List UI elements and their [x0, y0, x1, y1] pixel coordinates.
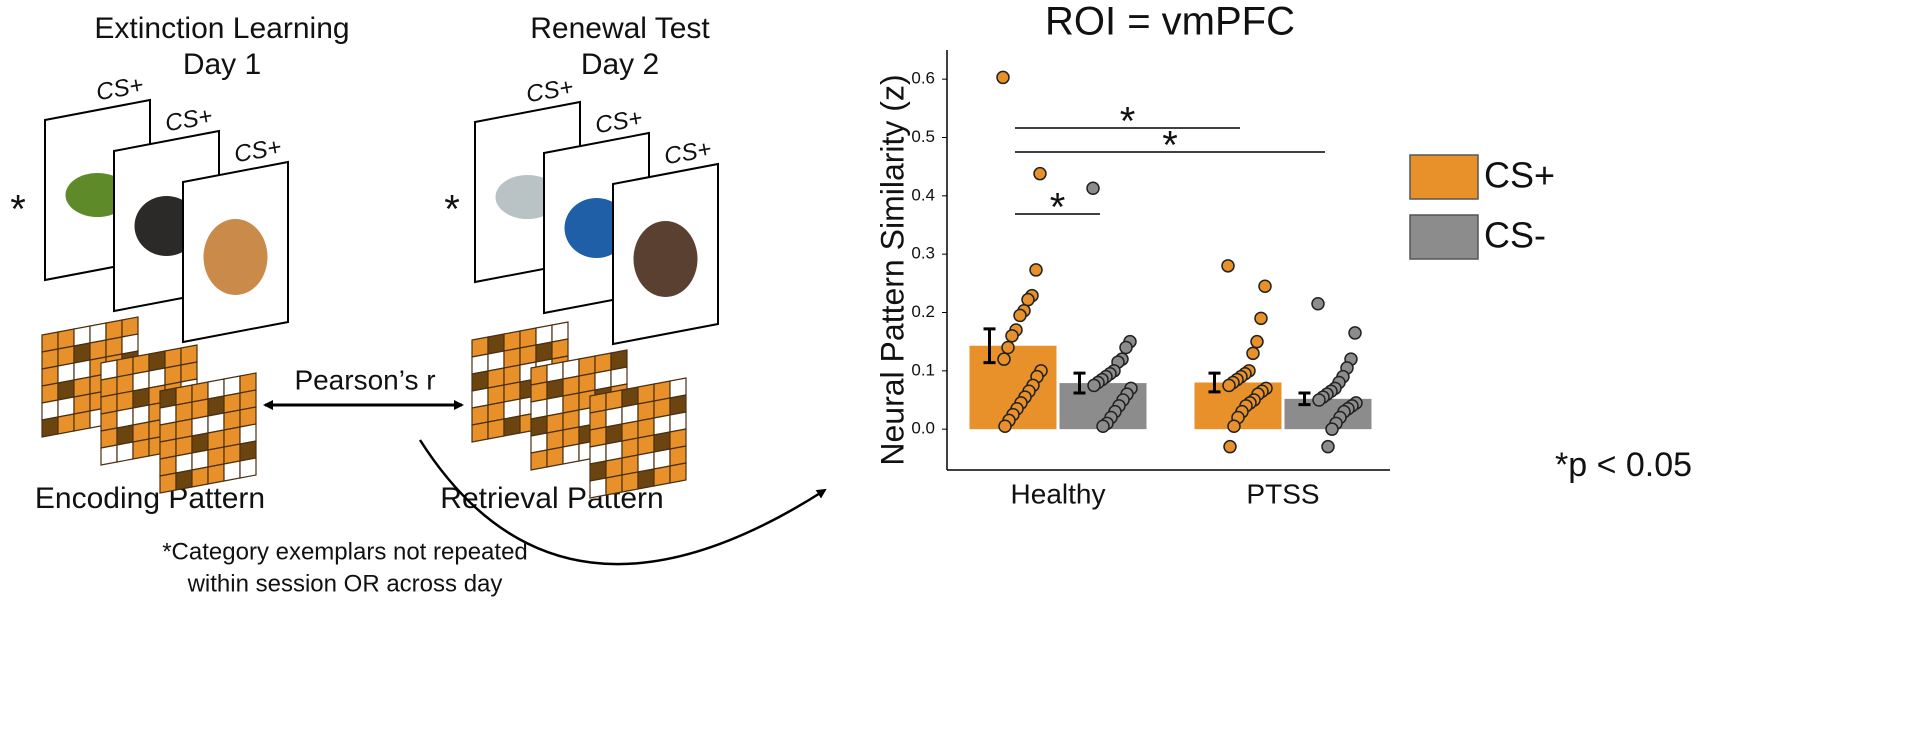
grid-cell	[471, 421, 489, 443]
significance-label: *	[1050, 186, 1066, 230]
error-bar	[1208, 371, 1221, 394]
y-tick-label: 0.4	[911, 185, 935, 204]
grid-cell	[175, 469, 193, 491]
error-bar	[1298, 391, 1311, 407]
grid-cell	[116, 441, 134, 463]
card-label: CS+	[662, 135, 713, 170]
grid-cell	[223, 460, 241, 482]
grid-cell	[605, 474, 623, 496]
y-tick-label: 0.0	[911, 419, 935, 438]
data-point	[1029, 263, 1043, 277]
grid-cell	[487, 418, 505, 440]
y-tick-label: 0.2	[911, 302, 935, 321]
data-point	[1005, 329, 1019, 343]
session-title: Extinction Learning	[94, 12, 349, 45]
marker: *	[444, 188, 460, 232]
data-point	[1087, 378, 1101, 393]
x-tick-label: Healthy	[1011, 478, 1106, 509]
card-label: CS+	[524, 73, 575, 108]
grid-cell	[239, 457, 257, 479]
card-label: CS+	[593, 104, 644, 139]
data-point	[1311, 297, 1325, 311]
grid-cell	[100, 444, 118, 466]
grid-cell	[503, 415, 521, 437]
grid-cell	[191, 466, 209, 488]
legend-label: CS+	[1484, 155, 1555, 196]
animal-image	[203, 219, 268, 295]
grid-cell	[621, 471, 639, 493]
data-point	[1221, 259, 1235, 273]
y-axis-label: Neural Pattern Similarity (z)	[874, 74, 910, 465]
data-point	[1254, 311, 1268, 326]
grid-cell	[562, 443, 580, 465]
data-point	[1222, 378, 1236, 393]
significance-label: *	[1162, 124, 1178, 168]
data-point	[1250, 334, 1264, 349]
data-point	[1096, 419, 1110, 433]
grid-cell	[530, 449, 548, 471]
card-label: CS+	[94, 71, 145, 106]
session-title: Renewal Test	[530, 12, 710, 45]
data-point	[996, 70, 1010, 85]
data-point	[1001, 340, 1015, 355]
data-point	[1223, 439, 1237, 454]
grid-cell	[41, 416, 59, 438]
footnote: *Category exemplars not repeated	[162, 538, 528, 565]
curved-arrow	[418, 439, 827, 566]
footnote: within session OR across day	[187, 570, 503, 597]
chart-title: ROI = vmPFC	[1045, 0, 1295, 44]
data-point	[1086, 181, 1100, 195]
legend-label: CS-	[1484, 215, 1546, 256]
card-label: CS+	[163, 102, 214, 137]
data-point	[1013, 308, 1027, 323]
data-point	[997, 352, 1011, 366]
card-label: CS+	[232, 133, 283, 168]
grid-cell	[73, 410, 91, 432]
data-point	[1321, 439, 1335, 454]
y-tick-label: 0.1	[911, 360, 935, 379]
data-point	[1227, 419, 1241, 433]
data-point	[1119, 340, 1133, 355]
data-point	[998, 419, 1012, 433]
error-bar	[983, 327, 996, 365]
data-point	[1246, 346, 1260, 361]
marker: *	[10, 188, 26, 232]
y-tick-label: 0.6	[911, 69, 935, 88]
significance-label: *	[1120, 100, 1136, 144]
data-point	[1258, 279, 1272, 293]
grid-cell	[669, 462, 687, 484]
data-point	[1033, 166, 1047, 181]
pattern-label: Encoding Pattern	[35, 482, 265, 515]
grid-cell	[653, 465, 671, 487]
x-tick-label: PTSS	[1246, 478, 1319, 509]
data-point	[1312, 393, 1326, 407]
data-point	[1021, 292, 1035, 307]
grid-cell	[637, 468, 655, 490]
session-subtitle: Day 2	[581, 48, 659, 81]
data-point	[1325, 422, 1339, 436]
session-subtitle: Day 1	[183, 48, 261, 81]
link-label: Pearson’s r	[294, 364, 435, 395]
grid-cell	[132, 438, 150, 460]
y-tick-label: 0.5	[911, 127, 935, 146]
note: *p < 0.05	[1555, 446, 1692, 484]
grid-cell	[57, 413, 75, 435]
animal-image	[633, 221, 698, 297]
data-point	[1348, 326, 1362, 340]
legend-swatch	[1409, 154, 1479, 200]
grid-cell	[159, 472, 177, 494]
grid-cell	[207, 463, 225, 485]
y-tick-label: 0.3	[911, 244, 935, 263]
grid-cell	[589, 477, 607, 499]
grid-cell	[546, 446, 564, 468]
error-bar	[1073, 371, 1086, 395]
legend-swatch	[1409, 214, 1479, 260]
